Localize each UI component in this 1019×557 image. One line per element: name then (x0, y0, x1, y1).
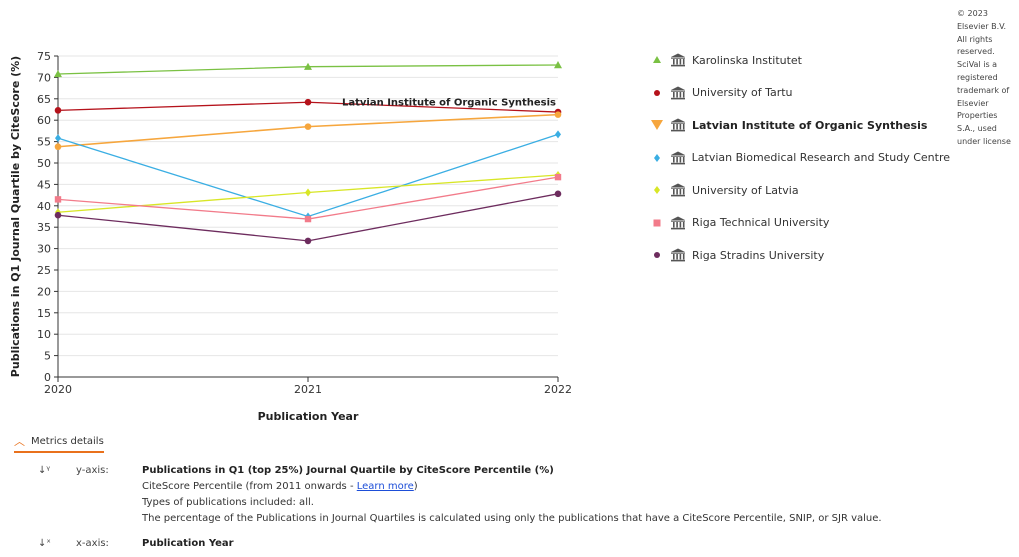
learn-more-link[interactable]: Learn more (356, 481, 414, 492)
legend-marker (650, 218, 664, 228)
y-axis-metric-title: Publications in Q1 (top 25%) Journal Qua… (142, 465, 554, 476)
y-tick-label: 35 (37, 221, 51, 234)
legend-label: University of Latvia (692, 183, 799, 197)
y-axis-details: ↓ᵞ y-axis: Publications in Q1 (top 25%) … (14, 465, 1014, 524)
y-tick-label: 65 (37, 93, 51, 106)
data-point (305, 188, 311, 197)
data-point (54, 69, 62, 78)
institution-icon (670, 248, 686, 262)
y-axis-title: Publications in Q1 Journal Quartile by C… (9, 56, 22, 377)
x-axis-details: ↓ˣ x-axis: Publication Year (14, 538, 1014, 549)
metrics-details: ︿ Metrics details ↓ᵞ y-axis: Publication… (14, 433, 1014, 549)
x-axis-icon: ↓ˣ (38, 538, 51, 549)
y-tick-label: 70 (37, 71, 51, 84)
data-point (304, 237, 312, 245)
legend-marker (650, 88, 664, 98)
y-tick-label: 0 (44, 371, 51, 384)
data-point (554, 190, 562, 198)
legend-item[interactable]: University of Latvia (650, 174, 950, 207)
data-point (304, 123, 312, 130)
institution-icon (670, 53, 686, 67)
series-annotation-label: Latvian Institute of Organic Synthesis (342, 98, 556, 109)
data-point (304, 215, 312, 223)
y-axis-icon: ↓ᵞ (38, 465, 51, 476)
legend-marker (650, 185, 664, 195)
y-tick-label: 50 (37, 157, 51, 170)
copyright-notice: © 2023 Elsevier B.V. All rights reserved… (957, 9, 1011, 146)
legend-marker (650, 55, 664, 65)
legend-item[interactable]: Riga Stradins University (650, 239, 950, 272)
institution-icon (670, 86, 686, 100)
data-point (54, 107, 62, 114)
citescore-text: CiteScore Percentile (from 2011 onwards … (142, 481, 357, 492)
y-axis-key: y-axis: (76, 465, 109, 476)
legend-label: Latvian Institute of Organic Synthesis (692, 118, 928, 132)
legend-label: Riga Technical University (692, 216, 830, 230)
data-point (554, 60, 562, 69)
legend-item[interactable]: Latvian Institute of Organic Synthesis (650, 109, 950, 142)
data-point (54, 196, 62, 203)
x-axis-title: Publication Year (258, 410, 359, 423)
institution-icon (670, 216, 686, 230)
legend-marker (650, 153, 664, 163)
y-tick-label: 55 (37, 136, 51, 149)
publication-types-text: Types of publications included: all. (142, 497, 314, 508)
x-tick-label: 2022 (544, 383, 572, 396)
y-tick-label: 5 (44, 350, 51, 363)
y-tick-label: 15 (37, 307, 51, 320)
legend-label: Latvian Biomedical Research and Study Ce… (691, 151, 950, 165)
metrics-details-toggle[interactable]: ︿ Metrics details (14, 433, 104, 453)
x-tick-label: 2021 (294, 383, 322, 396)
chevron-up-icon: ︿ (14, 435, 25, 448)
data-point (304, 98, 312, 106)
legend-item[interactable]: Karolinska Institutet (650, 44, 950, 77)
institution-icon (670, 118, 686, 132)
legend-item[interactable]: Latvian Biomedical Research and Study Ce… (650, 142, 950, 175)
y-tick-label: 25 (37, 264, 51, 277)
data-point (54, 143, 62, 151)
metrics-details-label: Metrics details (31, 435, 104, 447)
institution-icon (670, 183, 686, 197)
percentage-note-text: The percentage of the Publications in Jo… (142, 513, 882, 524)
y-tick-label: 40 (37, 200, 51, 213)
y-tick-label: 10 (37, 328, 51, 341)
series-line (57, 133, 559, 218)
data-point (54, 211, 62, 219)
x-axis-key: x-axis: (76, 538, 109, 549)
y-tick-label: 20 (37, 285, 51, 298)
data-point (555, 130, 561, 139)
line-chart: 0 5 10 15 20 25 30 35 40 45 50 55 60 65 70 75 2020 2021 20… (9, 50, 572, 423)
legend-label: Riga Stradins University (692, 248, 825, 262)
data-point (554, 111, 562, 118)
data-point (554, 173, 562, 181)
institution-icon (670, 151, 686, 165)
legend-label: Karolinska Institutet (692, 53, 802, 67)
x-tick-label: 2020 (44, 383, 72, 396)
citescore-suffix: ) (413, 481, 418, 492)
data-point (304, 62, 312, 70)
y-tick-label: 30 (37, 243, 51, 256)
legend-marker (650, 250, 664, 260)
y-tick-label: 60 (37, 114, 51, 127)
chart-legend: Karolinska Institutet University of Tartu… (650, 44, 950, 272)
y-tick-label: 75 (37, 50, 51, 63)
data-point (55, 134, 61, 143)
legend-item[interactable]: University of Tartu (650, 77, 950, 110)
y-tick-label: 45 (37, 178, 51, 191)
y-axis-citescore-line: CiteScore Percentile (from 2011 onwards … (142, 481, 1014, 492)
x-axis-metric-title: Publication Year (142, 538, 234, 549)
legend-label: University of Tartu (692, 86, 793, 100)
legend-marker (650, 119, 664, 131)
legend-item[interactable]: Riga Technical University (650, 207, 950, 240)
